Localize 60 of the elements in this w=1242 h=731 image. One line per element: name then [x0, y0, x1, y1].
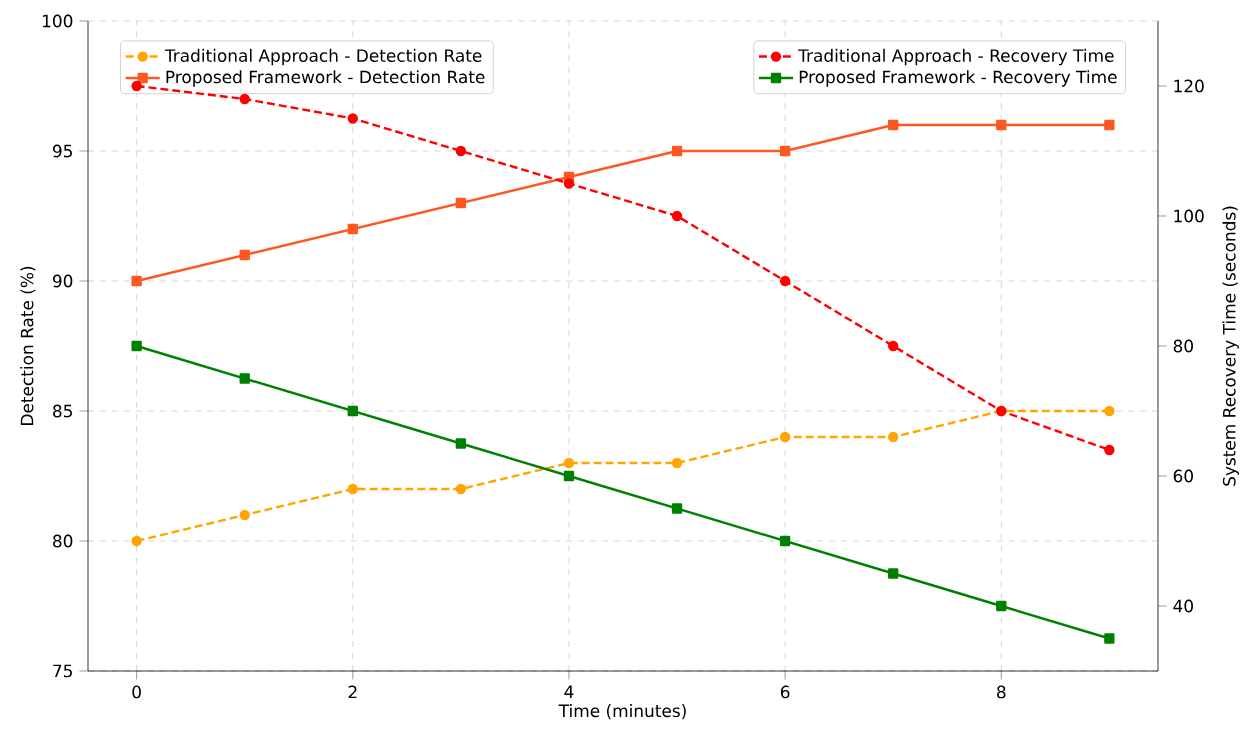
point [455, 438, 467, 449]
point [239, 93, 250, 105]
point [455, 145, 467, 157]
point [455, 197, 467, 209]
x-tick-label: 2 [348, 685, 357, 699]
y2-tick-label: 60 [1173, 469, 1193, 483]
legend-label: Proposed Framework - Detection Rate [166, 70, 485, 87]
legend-label: Proposed Framework - Recovery Time [799, 70, 1117, 87]
point [671, 503, 683, 514]
point [888, 431, 899, 443]
point [131, 80, 142, 92]
point [1104, 444, 1115, 456]
point [671, 457, 683, 469]
point [779, 145, 791, 157]
point [1104, 119, 1115, 131]
point [671, 145, 683, 157]
x-tick-label: 4 [564, 685, 574, 698]
point [347, 113, 358, 124]
x-tick-label: 6 [780, 685, 790, 699]
legend-label: Traditional Approach - Recovery Time [798, 48, 1114, 66]
point [131, 340, 142, 352]
y2-tick-label: 100 [1174, 209, 1204, 223]
point [563, 178, 575, 189]
y2-axis-title: System Recovery Time (seconds) [1222, 206, 1239, 486]
point [1104, 405, 1115, 417]
x-axis-title: Time (minutes) [558, 704, 686, 720]
point [996, 119, 1007, 131]
point [779, 535, 791, 547]
point [455, 483, 467, 495]
y-tick-label: 80 [53, 534, 73, 548]
y-tick-label: 75 [53, 664, 72, 678]
point [347, 223, 358, 235]
y-tick-label: 90 [52, 274, 73, 288]
y2-tick-label: 40 [1173, 599, 1193, 613]
y2-tick-label: 120 [1174, 79, 1204, 93]
y-tick-label: 85 [53, 404, 72, 418]
y2-tick-label: 80 [1173, 339, 1193, 353]
point [1104, 633, 1115, 644]
point [131, 535, 142, 547]
point [671, 210, 683, 222]
point [563, 470, 575, 482]
point [239, 373, 250, 384]
y-tick-label: 100 [43, 14, 73, 28]
point [888, 340, 899, 352]
point [563, 457, 575, 469]
point [239, 509, 250, 521]
point [347, 483, 358, 495]
point [131, 275, 142, 287]
x-tick-label: 8 [997, 685, 1006, 699]
point [888, 568, 899, 579]
x-tick-label: 0 [132, 685, 141, 699]
y-axis-title: Detection Rate (%) [20, 266, 36, 425]
point [779, 275, 791, 287]
point [779, 431, 791, 443]
point [239, 249, 250, 261]
point [347, 405, 358, 417]
point [996, 600, 1007, 612]
point [888, 119, 899, 131]
y-tick-label: 95 [52, 144, 72, 158]
legend-label: Traditional Approach - Detection Rate [164, 48, 482, 66]
